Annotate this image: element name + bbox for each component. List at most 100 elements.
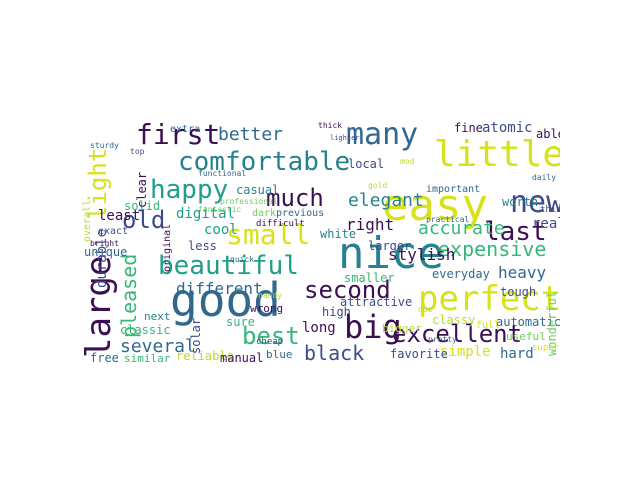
word-favorite: favorite bbox=[390, 347, 448, 361]
word-attractive: attractive bbox=[340, 295, 412, 309]
word-next: next bbox=[144, 310, 171, 323]
word-solar: solar bbox=[189, 318, 203, 354]
word-mod: mod bbox=[400, 157, 415, 166]
word-big: big bbox=[344, 308, 402, 346]
word-bright: bright bbox=[90, 239, 119, 248]
word-heavy: heavy bbox=[498, 263, 547, 282]
word-daily: daily bbox=[532, 173, 556, 182]
word-quick: quick bbox=[230, 255, 254, 264]
word-beautiful: beautiful bbox=[158, 251, 299, 281]
word-hard: hard bbox=[500, 346, 534, 362]
word-white: white bbox=[320, 227, 356, 241]
word-light: light bbox=[84, 148, 112, 220]
word-long: long bbox=[302, 320, 336, 336]
word-extra: extra bbox=[170, 124, 200, 135]
word-exact: exact bbox=[98, 226, 128, 237]
word-top: top bbox=[130, 147, 145, 156]
word-blue: blue bbox=[266, 348, 293, 361]
word-old: old bbox=[122, 206, 165, 234]
word-simple: simple bbox=[440, 344, 491, 360]
word-better: better bbox=[218, 124, 283, 145]
word-bigger: bigger bbox=[382, 322, 422, 335]
word-free: free bbox=[90, 351, 119, 364]
word-classy: classy bbox=[432, 313, 475, 327]
word-sure: sure bbox=[226, 315, 255, 329]
word-much: much bbox=[266, 184, 324, 212]
word-full: full bbox=[476, 320, 500, 331]
word-lighter: lighter bbox=[330, 134, 360, 142]
word-good: good bbox=[170, 273, 281, 327]
word-cloud: good nice easy little large perfect comf… bbox=[80, 116, 560, 364]
word-wrong: wrong bbox=[250, 302, 283, 315]
word-high: high bbox=[322, 305, 351, 319]
word-useful: useful bbox=[506, 330, 546, 343]
word-original: original bbox=[162, 224, 173, 272]
word-stylish: stylish bbox=[388, 245, 455, 264]
word-due: due bbox=[418, 305, 433, 314]
word-least: least bbox=[98, 208, 140, 224]
word-excellent: excellent bbox=[392, 320, 522, 348]
word-able: able bbox=[536, 127, 560, 141]
word-atomic: atomic bbox=[482, 120, 533, 136]
word-handy: handy bbox=[258, 291, 282, 300]
word-manual: manual bbox=[220, 351, 263, 364]
word-different: different bbox=[176, 279, 263, 298]
word-last: last bbox=[484, 217, 547, 247]
word-real: real bbox=[532, 216, 560, 232]
word-unique: unique bbox=[84, 245, 127, 259]
word-digital: digital bbox=[176, 206, 235, 222]
word-pretty: pretty bbox=[428, 335, 457, 344]
word-elegant: elegant bbox=[348, 190, 424, 211]
word-cheap: cheap bbox=[256, 337, 283, 347]
word-sturdy: sturdy bbox=[90, 141, 119, 150]
word-thin: thin bbox=[540, 205, 560, 215]
word-dark: dark bbox=[252, 208, 276, 219]
word-best: best bbox=[242, 322, 300, 350]
word-pleased: pleased bbox=[117, 254, 141, 338]
word-right: right bbox=[346, 215, 394, 234]
word-easy: easy bbox=[382, 180, 488, 231]
word-difficult: difficult bbox=[256, 219, 305, 229]
word-functional: functional bbox=[198, 169, 246, 178]
word-thick: thick bbox=[318, 121, 342, 130]
word-everyday: everyday bbox=[432, 267, 490, 281]
word-accurate: accurate bbox=[418, 218, 505, 239]
word-comfortable: comfortable bbox=[178, 147, 350, 177]
word-expensive: expensive bbox=[438, 237, 546, 261]
word-perfect: perfect bbox=[418, 279, 560, 319]
word-important: important bbox=[426, 184, 480, 195]
word-previous: previous bbox=[276, 208, 324, 219]
word-new: new bbox=[510, 185, 560, 220]
word-little: little bbox=[434, 134, 560, 175]
word-clear: clear bbox=[135, 172, 149, 208]
word-smaller: smaller bbox=[344, 271, 395, 285]
word-professional: professional bbox=[220, 197, 278, 206]
word-overall: overall bbox=[82, 200, 93, 242]
word-cool: cool bbox=[204, 222, 238, 238]
word-larger: larger bbox=[368, 239, 411, 253]
word-casual: casual bbox=[236, 183, 279, 197]
word-practical: practical bbox=[426, 215, 470, 224]
word-gold: gold bbox=[368, 181, 387, 190]
word-classic: classic bbox=[120, 323, 171, 337]
word-first: first bbox=[136, 118, 220, 151]
word-super: super bbox=[532, 343, 560, 353]
word-fantastic: fantastic bbox=[198, 205, 242, 214]
word-worth: worth bbox=[502, 195, 538, 209]
word-less: less bbox=[188, 239, 217, 253]
word-large: large bbox=[80, 256, 119, 358]
word-reliable: reliable bbox=[176, 349, 234, 363]
cloud-background bbox=[80, 116, 560, 364]
word-similar: similar bbox=[124, 352, 171, 364]
word-happy: happy bbox=[150, 175, 228, 205]
word-several: several bbox=[120, 336, 196, 357]
word-solid: solid bbox=[124, 199, 160, 213]
word-black: black bbox=[304, 341, 364, 364]
word-local: local bbox=[348, 157, 384, 171]
word-wonderful: wonderful bbox=[545, 291, 559, 356]
word-automatic: automatic bbox=[496, 315, 560, 329]
word-second: second bbox=[304, 276, 391, 304]
word-many: many bbox=[346, 117, 418, 152]
word-small: small bbox=[226, 218, 310, 251]
